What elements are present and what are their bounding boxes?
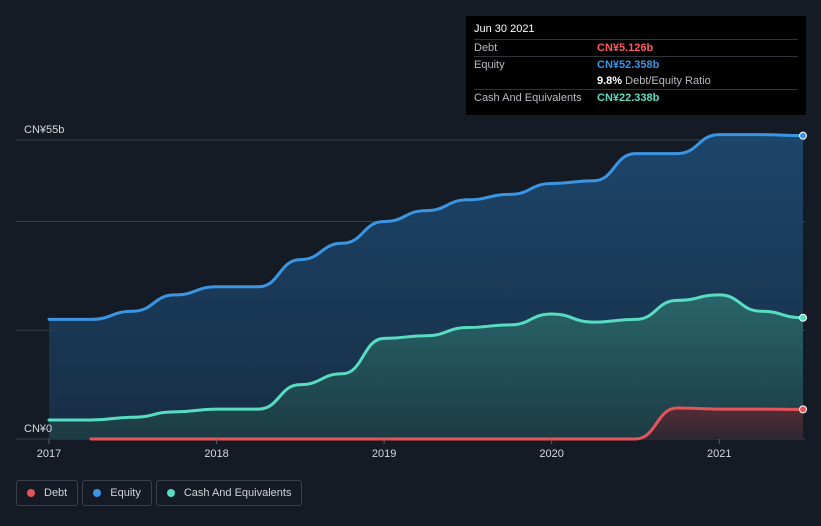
tooltip-debt-value: CN¥5.126b: [597, 42, 654, 54]
equity-end-marker: [799, 131, 807, 140]
x-tick-label-2020: 2020: [539, 448, 563, 460]
legend-item-equity[interactable]: Equity: [82, 480, 152, 506]
y-axis-bottom-label: CN¥0: [24, 423, 52, 435]
equity-line: [47, 133, 805, 321]
data-tooltip: Jun 30 2021 Debt CN¥5.126b Equity CN¥52.…: [466, 16, 806, 115]
tooltip-equity-label: Equity: [474, 59, 505, 71]
x-tick-label-2021: 2021: [707, 448, 731, 460]
cash-dot-icon: [166, 489, 175, 497]
tooltip-debt-row: Debt CN¥5.126b: [474, 39, 798, 56]
cash-and-equivalents-line: [47, 293, 805, 422]
legend-label-cash: Cash And Equivalents: [183, 487, 292, 499]
equity-dot-icon: [93, 489, 102, 497]
x-tick-label-2018: 2018: [204, 448, 228, 460]
legend-item-debt[interactable]: Debt: [16, 480, 79, 506]
tooltip-equity-value: CN¥52.358b: [597, 59, 660, 71]
debt-dot-icon: [27, 489, 35, 497]
tooltip-debt-label: Debt: [474, 42, 498, 54]
tooltip-ratio-label: Debt/Equity Ratio: [625, 75, 711, 87]
tooltip-cash-label: Cash And Equivalents: [474, 92, 582, 104]
tooltip-ratio-value: 9.8%: [597, 75, 623, 87]
chart-legend: Debt Equity Cash And Equivalents: [16, 480, 303, 506]
tooltip-cash-value: CN¥22.338b: [597, 92, 660, 104]
tooltip-equity-row: Equity CN¥52.358b: [474, 56, 798, 73]
cash-and-equivalents-end-marker: [799, 313, 807, 322]
x-tick-label-2019: 2019: [372, 448, 396, 460]
legend-item-cash[interactable]: Cash And Equivalents: [155, 480, 303, 506]
legend-label-debt: Debt: [44, 487, 68, 499]
debt-end-marker: [799, 405, 807, 414]
x-tick-label-2017: 2017: [37, 448, 61, 460]
y-axis-top-label: CN¥55b: [24, 124, 64, 136]
tooltip-ratio-row: 9.8% Debt/Equity Ratio: [474, 73, 798, 89]
cash-and-equivalents-area: [49, 294, 803, 439]
legend-label-equity: Equity: [110, 487, 141, 499]
tooltip-cash-row: Cash And Equivalents CN¥22.338b: [474, 89, 798, 106]
tooltip-date: Jun 30 2021: [474, 23, 535, 35]
debt-area: [90, 408, 803, 439]
